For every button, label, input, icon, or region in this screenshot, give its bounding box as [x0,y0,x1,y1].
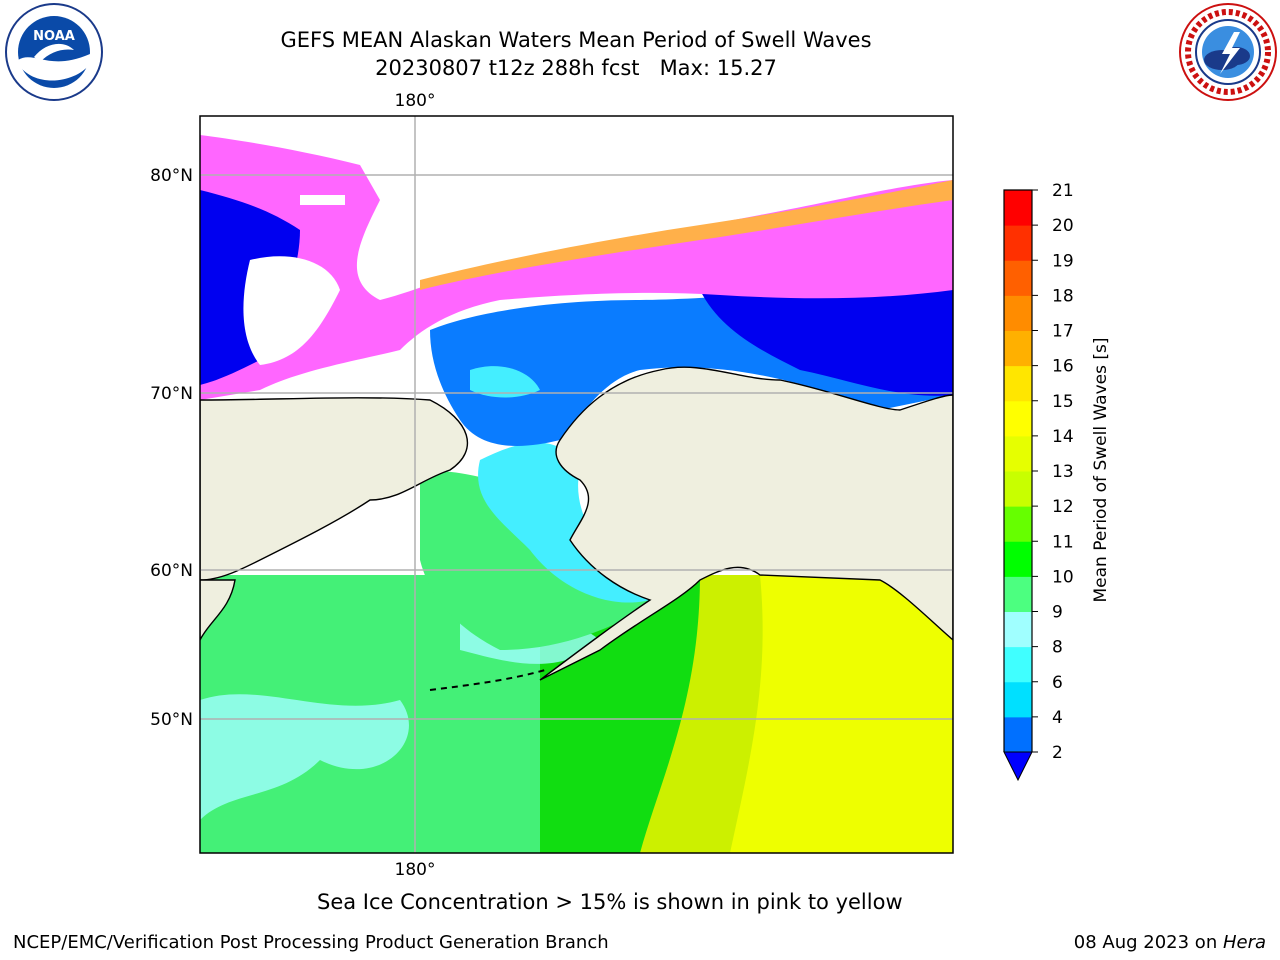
colorbar-tick-label: 18 [1052,286,1074,306]
colorbar-label: Mean Period of Swell Waves [s] [1091,338,1111,603]
colorbar-tick-label: 8 [1052,638,1063,658]
lat-label-60: 60°N [150,561,193,581]
map-figure: 180° 180° 80°N 70°N 60°N 50°N 2 4 6 8 9 10 11 1… [0,0,1280,960]
colorbar-swatch [1004,190,1032,226]
footer-host: Hera [1223,932,1266,953]
ice-white-strip [300,195,345,205]
colorbar-tick-label: 16 [1052,357,1074,377]
colorbar-swatch [1004,295,1032,331]
colorbar-swatch [1004,366,1032,402]
colorbar-tick-label: 9 [1052,603,1063,623]
colorbar-tick-label: 2 [1052,743,1063,763]
colorbar-swatch [1004,682,1032,718]
colorbar-tick-label: 15 [1052,392,1074,412]
lon-label-top: 180° [395,91,436,111]
pacific-yellow-band [730,575,953,853]
colorbar-tick-label: 10 [1052,567,1074,587]
map-area [200,116,953,853]
colorbar-swatch [1004,225,1032,261]
colorbar-swatch [1004,576,1032,612]
colorbar-swatch [1004,506,1032,542]
colorbar-tick-label: 14 [1052,427,1074,447]
lon-label-bottom: 180° [395,860,436,880]
colorbar-tick-label: 11 [1052,532,1074,552]
lat-label-50: 50°N [150,710,193,730]
footer-date: 08 Aug 2023 on Hera [1074,932,1266,953]
colorbar-tick-label: 17 [1052,322,1074,342]
colorbar-swatch [1004,260,1032,296]
colorbar-swatch [1004,717,1032,753]
lat-label-80: 80°N [150,166,193,186]
sea-ice-caption: Sea Ice Concentration > 15% is shown in … [200,890,1197,914]
colorbar-swatch [1004,436,1032,472]
colorbar-tick-label: 4 [1052,708,1063,728]
lat-label-70: 70°N [150,384,193,404]
colorbar-tick-label: 12 [1052,497,1074,517]
colorbar-under-arrow [1004,752,1032,780]
colorbar-swatch [1004,331,1032,367]
colorbar-tick-label: 13 [1052,462,1074,482]
colorbar-tick-label: 21 [1052,181,1074,201]
colorbar-swatch [1004,471,1032,507]
colorbar-swatch [1004,401,1032,437]
colorbar-tick-label: 6 [1052,673,1063,693]
colorbar-tick-label: 19 [1052,251,1074,271]
colorbar-swatch [1004,612,1032,648]
colorbar: 2 4 6 8 9 10 11 12 13 14 15 16 17 18 19 20 21 [1004,181,1074,780]
colorbar-tick-label: 20 [1052,216,1074,236]
colorbar-swatch [1004,541,1032,577]
footer-branch: NCEP/EMC/Verification Post Processing Pr… [13,932,609,953]
footer-date-text: 08 Aug 2023 on [1074,932,1223,953]
colorbar-swatch [1004,647,1032,683]
